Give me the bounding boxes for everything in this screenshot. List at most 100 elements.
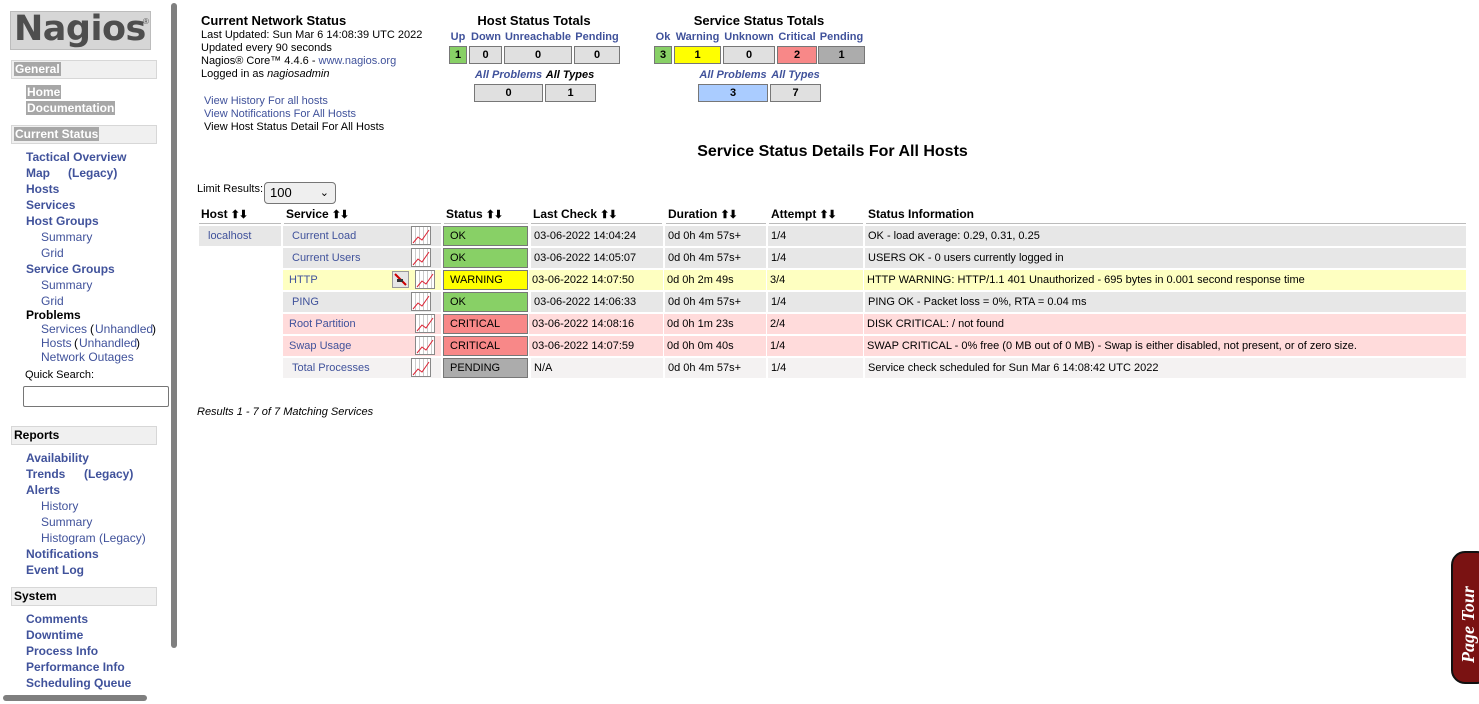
nav-services[interactable]: Services	[26, 198, 76, 212]
col-status[interactable]: Status ⬆⬇	[444, 207, 528, 224]
nav-alerts-histogram[interactable]: Histogram (Legacy)	[41, 531, 146, 545]
view-notifications-link[interactable]: View Notifications For All Hosts	[204, 108, 357, 120]
host-all-problems-count[interactable]: 0	[474, 84, 543, 102]
host-up-count[interactable]: 1	[449, 46, 467, 64]
sort-arrows-icon[interactable]: ⬆⬇	[600, 209, 617, 221]
col-last-check[interactable]: Last Check ⬆⬇	[531, 207, 662, 224]
host-all-types-header[interactable]: All Types	[545, 69, 595, 81]
performance-graph-icon[interactable]	[411, 292, 431, 311]
service-critical-header[interactable]: Critical	[778, 31, 816, 43]
performance-graph-icon[interactable]	[411, 358, 431, 377]
nav-trends[interactable]: Trends	[26, 467, 66, 481]
service-critical-count[interactable]: 2	[777, 46, 817, 64]
sort-arrows-icon[interactable]: ⬆⬇	[485, 209, 503, 221]
nav-availability[interactable]: Availability	[26, 451, 89, 465]
service-all-types-header[interactable]: All Types	[771, 69, 820, 81]
host-up-header[interactable]: Up	[450, 31, 466, 43]
sort-arrows-icon[interactable]: ⬆⬇	[230, 209, 248, 221]
logo-text: Nagios	[14, 9, 146, 49]
nav-network-outages[interactable]: Network Outages	[41, 350, 134, 364]
nav-map[interactable]: Map	[26, 166, 50, 180]
nav-hosts[interactable]: Hosts	[26, 182, 60, 196]
status-information: DISK CRITICAL: / not found	[864, 314, 1466, 334]
host-pending-count[interactable]: 0	[574, 46, 620, 64]
service-link[interactable]: Total Processes	[292, 362, 370, 374]
nav-alerts-history[interactable]: History	[41, 499, 79, 513]
nav-problems-hosts[interactable]: Hosts	[41, 336, 72, 350]
service-unknown-count[interactable]: 0	[723, 46, 775, 64]
nagios-logo[interactable]: Nagios ®	[10, 9, 151, 50]
nav-comments[interactable]: Comments	[26, 612, 89, 626]
service-pending-header[interactable]: Pending	[819, 31, 864, 43]
host-unreachable-header[interactable]: Unreachable	[504, 31, 572, 43]
col-attempt[interactable]: Attempt ⬆⬇	[769, 207, 863, 224]
service-all-problems-count[interactable]: 3	[698, 84, 768, 102]
sort-arrows-icon[interactable]: ⬆⬇	[819, 209, 836, 221]
performance-graph-icon[interactable]	[415, 314, 435, 333]
service-warning-count[interactable]: 1	[674, 46, 721, 64]
performance-graph-icon[interactable]	[411, 226, 431, 245]
sort-arrows-icon[interactable]: ⬆⬇	[720, 209, 737, 221]
service-unknown-header[interactable]: Unknown	[724, 31, 774, 43]
nav-performance-info[interactable]: Performance Info	[26, 660, 125, 674]
notifications-disabled-icon[interactable]	[392, 271, 409, 288]
service-link[interactable]: Current Users	[292, 252, 361, 264]
nagios-org-link[interactable]: www.nagios.org	[318, 55, 397, 67]
host-pending-header[interactable]: Pending	[575, 31, 619, 43]
nav-problems-services[interactable]: Services	[41, 322, 88, 336]
service-all-problems-header[interactable]: All Problems	[699, 69, 767, 81]
nav-service-groups[interactable]: Service Groups	[26, 262, 115, 276]
nav-trends-legacy[interactable]: (Legacy)	[84, 467, 134, 481]
host-link[interactable]: localhost	[208, 230, 252, 242]
quick-search-input[interactable]	[23, 386, 169, 407]
host-down-header[interactable]: Down	[471, 31, 501, 43]
nav-process-info[interactable]: Process Info	[26, 644, 99, 658]
performance-graph-icon[interactable]	[411, 248, 431, 267]
service-warning-header[interactable]: Warning	[675, 31, 720, 43]
nav-documentation[interactable]: Documentation	[26, 101, 116, 115]
service-link[interactable]: Current Load	[292, 230, 357, 242]
col-duration[interactable]: Duration ⬆⬇	[666, 207, 766, 224]
nav-problems-hosts-unhandled[interactable]: Unhandled	[79, 336, 138, 350]
performance-graph-icon[interactable]	[415, 336, 435, 355]
nav-alerts-summary[interactable]: Summary	[41, 515, 93, 529]
service-link[interactable]: Root Partition	[289, 318, 356, 330]
last-check: 03-06-2022 14:06:33	[531, 292, 663, 312]
nav-host-groups-grid[interactable]: Grid	[41, 246, 64, 260]
sidebar-vertical-scrollbar[interactable]	[171, 3, 177, 648]
service-link[interactable]: HTTP	[289, 274, 318, 286]
sort-arrows-icon[interactable]: ⬆⬇	[331, 209, 349, 221]
nav-problems-services-unhandled[interactable]: Unhandled	[95, 322, 154, 336]
nav-home[interactable]: Home	[26, 85, 62, 99]
col-host[interactable]: Host ⬆⬇	[199, 207, 281, 224]
performance-graph-icon[interactable]	[415, 270, 435, 289]
host-down-count[interactable]: 0	[469, 46, 502, 64]
nav-host-groups-summary[interactable]: Summary	[41, 230, 93, 244]
nav-service-groups-grid[interactable]: Grid	[41, 294, 64, 308]
service-all-types-count[interactable]: 7	[770, 84, 821, 102]
host-unreachable-count[interactable]: 0	[504, 46, 572, 64]
col-service[interactable]: Service ⬆⬇	[284, 207, 441, 224]
view-host-status-link[interactable]: View Host Status Detail For All Hosts	[204, 121, 385, 133]
page-tour-button[interactable]: Page Tour	[1451, 551, 1479, 684]
sidebar-horizontal-scrollbar[interactable]	[3, 695, 147, 701]
nav-tactical-overview[interactable]: Tactical Overview	[26, 150, 127, 164]
nav-host-groups[interactable]: Host Groups	[26, 214, 99, 228]
nav-service-groups-summary[interactable]: Summary	[41, 278, 93, 292]
service-ok-count[interactable]: 3	[654, 46, 672, 64]
host-all-types-count[interactable]: 1	[545, 84, 596, 102]
service-ok-header[interactable]: Ok	[655, 31, 671, 43]
nav-alerts[interactable]: Alerts	[26, 483, 61, 497]
service-link[interactable]: PING	[292, 296, 319, 308]
nav-scheduling-queue[interactable]: Scheduling Queue	[26, 676, 132, 690]
service-link[interactable]: Swap Usage	[289, 340, 352, 352]
service-pending-count[interactable]: 1	[818, 46, 865, 64]
view-history-link[interactable]: View History For all hosts	[204, 95, 328, 107]
nav-downtime[interactable]: Downtime	[26, 628, 84, 642]
nav-event-log[interactable]: Event Log	[26, 563, 85, 577]
network-status-panel: Current Network Status Last Updated: Sun…	[201, 13, 441, 81]
limit-results-select[interactable]: 100 ⌄	[264, 182, 336, 204]
host-all-problems-header[interactable]: All Problems	[474, 69, 543, 81]
nav-map-legacy[interactable]: (Legacy)	[68, 166, 118, 180]
nav-notifications[interactable]: Notifications	[26, 547, 99, 561]
